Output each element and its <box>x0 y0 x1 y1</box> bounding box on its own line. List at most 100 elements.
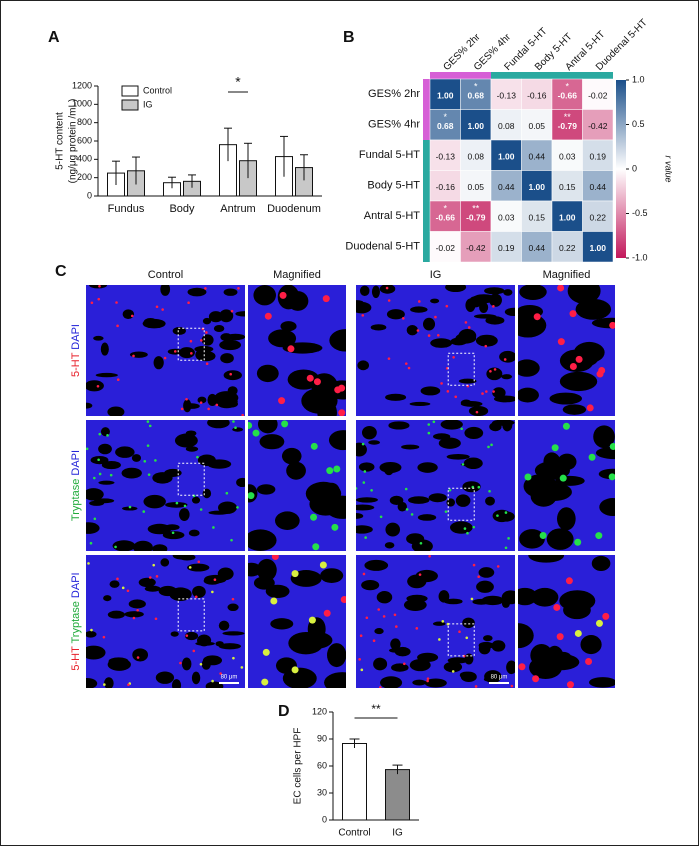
lumen <box>286 461 306 480</box>
lumen <box>187 563 210 572</box>
colorbar-tick-label: -1.0 <box>632 252 648 262</box>
cell-value: 0.44 <box>589 182 606 192</box>
lumen <box>455 494 471 507</box>
stain <box>155 305 159 309</box>
stain <box>196 455 199 459</box>
stain <box>416 329 420 332</box>
lumen <box>236 477 245 488</box>
lumen <box>275 511 300 530</box>
stain <box>333 465 341 473</box>
stain <box>504 546 508 550</box>
heatmap-cell <box>429 78 461 110</box>
cell-value: 0.03 <box>498 213 515 223</box>
stain <box>484 344 488 348</box>
lumen <box>444 598 463 605</box>
stain <box>461 463 465 466</box>
stain <box>363 470 367 473</box>
bar <box>385 769 410 821</box>
lumen <box>438 437 461 449</box>
stain <box>427 334 431 337</box>
y-tick-label: 0 <box>87 190 92 200</box>
lumen <box>86 677 98 688</box>
stain <box>109 473 113 477</box>
y-tick-label: 0 <box>322 814 327 824</box>
legend-swatch <box>121 99 139 111</box>
stain <box>487 445 490 449</box>
roi-box <box>177 598 205 632</box>
x-tick-label: Control <box>338 828 370 839</box>
lumen <box>205 681 224 688</box>
stain <box>240 666 244 669</box>
y-axis-label: (ng/μg protein /mL) <box>68 99 79 184</box>
heatmap-cell <box>582 200 614 232</box>
stain <box>364 536 367 539</box>
stain <box>142 510 146 513</box>
heatmap-cell <box>521 200 553 232</box>
lumen <box>219 309 234 323</box>
stain <box>340 596 346 604</box>
stain <box>427 423 431 426</box>
stain <box>219 672 222 675</box>
lumen <box>164 524 180 531</box>
stain <box>98 472 102 476</box>
lumen <box>185 446 199 452</box>
colorbar-tick-label: 0.5 <box>632 119 645 129</box>
lumen <box>133 540 153 551</box>
lumen <box>473 314 497 319</box>
lumen <box>192 585 206 598</box>
cell-significance: * <box>565 81 569 91</box>
lumen <box>371 285 380 299</box>
stain <box>93 476 96 480</box>
cell-value: 0.05 <box>467 182 484 192</box>
stain <box>585 658 593 666</box>
stain <box>492 390 495 393</box>
lumen <box>124 611 144 618</box>
row-label-word: DAPI <box>70 450 82 476</box>
stain <box>362 572 366 576</box>
lumen <box>368 440 381 445</box>
lumen <box>169 587 192 602</box>
lumen <box>379 462 402 474</box>
stain <box>97 458 100 462</box>
stain <box>467 326 471 329</box>
lumen <box>281 447 302 465</box>
lumen <box>450 521 473 534</box>
stain <box>360 668 364 672</box>
stain <box>192 649 196 653</box>
lumen <box>95 372 118 378</box>
lumen <box>277 285 300 310</box>
lumen <box>104 677 114 688</box>
lumen <box>504 307 515 317</box>
stain <box>575 355 583 363</box>
stain <box>306 374 314 382</box>
lumen <box>208 311 223 323</box>
lumen <box>320 568 344 583</box>
lumen <box>170 631 179 637</box>
cell-value: 1.00 <box>589 243 606 253</box>
lumen <box>591 317 615 329</box>
row-label: Duodenal 5-HT <box>345 241 420 253</box>
stain <box>403 662 406 666</box>
stain <box>190 352 193 355</box>
micrograph <box>518 555 615 688</box>
lumen <box>424 678 447 688</box>
row-label-word: Tryptase <box>70 479 82 521</box>
row-label-word: 5-HT <box>70 646 82 671</box>
stain <box>161 308 164 311</box>
column-title: IG <box>430 269 442 281</box>
stain <box>231 597 235 601</box>
micrograph <box>518 285 615 416</box>
stain <box>418 300 421 303</box>
stain <box>474 685 478 688</box>
lumen <box>562 404 587 415</box>
stain <box>378 686 382 688</box>
lumen <box>476 580 494 593</box>
lumen <box>356 525 373 534</box>
stain <box>438 638 441 641</box>
heatmap-cell <box>551 78 583 110</box>
lumen <box>462 481 481 493</box>
stain <box>472 563 476 567</box>
stain <box>180 407 184 411</box>
lumen <box>218 620 230 631</box>
lumen <box>301 387 338 414</box>
